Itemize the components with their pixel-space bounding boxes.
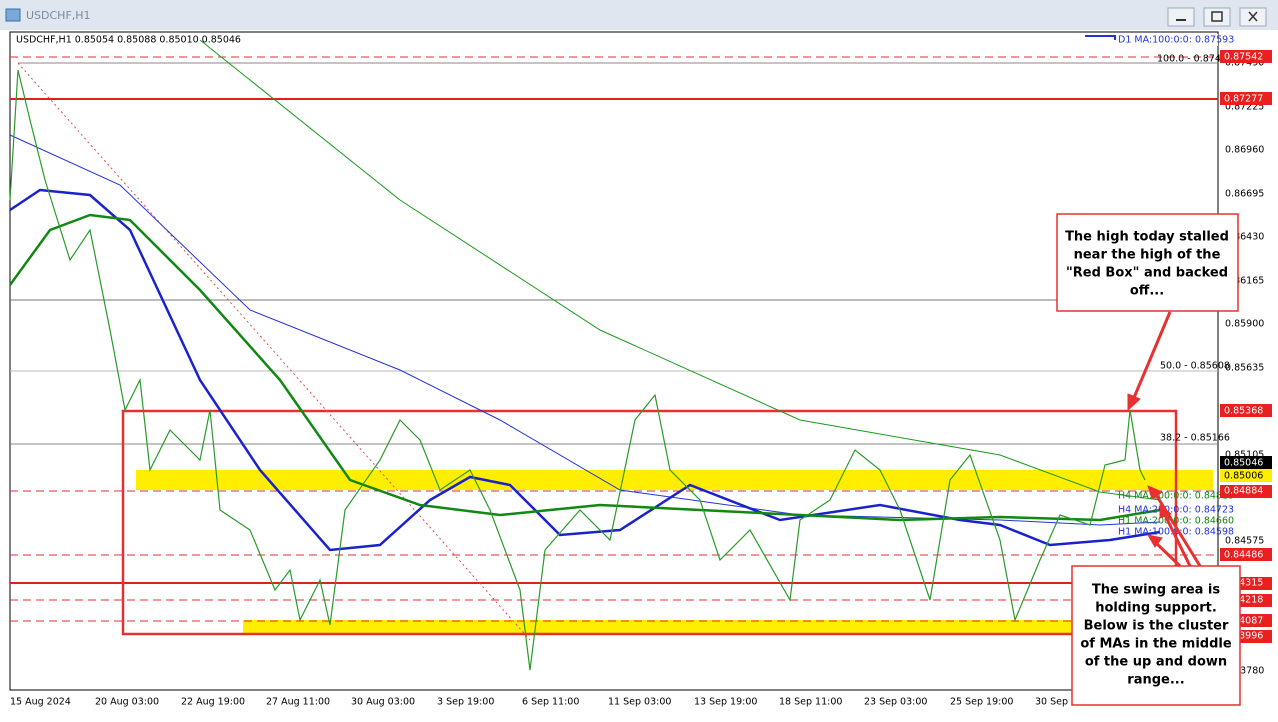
level-label: 0.85368 [1224,406,1263,417]
level-label: 0.84218 [1224,595,1263,606]
ma-line [9,188,1161,552]
level-labels: 0.87542 0.87277 0.85368 0.85046 0.85006 … [1220,50,1272,643]
levels [10,56,1218,622]
time-tick: 23 Sep 03:00 [864,697,927,708]
time-tick: 11 Sep 03:00 [608,697,671,708]
price-tick: 0.87225 [1225,102,1264,113]
chart-area [9,31,1219,691]
time-tick: 20 Aug 03:00 [95,697,159,708]
fib-label: 100.0 - 0.87480 [1157,54,1233,65]
level-label: 0.83996 [1224,631,1263,642]
annotation-line: of MAs in the middle [1080,637,1231,652]
time-tick: 13 Sep 19:00 [694,697,757,708]
title-bar [0,0,1278,30]
annotation-line: off... [1130,284,1164,299]
support-zone [243,620,1213,634]
time-tick: 3 Sep 19:00 [437,697,494,708]
ma-line [199,39,1161,501]
level-label: 0.87542 [1224,52,1263,63]
fib-label: 38.2 - 0.85166 [1160,433,1230,444]
time-tick: 6 Sep 11:00 [522,697,579,708]
ma-label: D1 MA:100:0:0: 0.87593 [1118,35,1234,46]
price-tick: 0.85105 [1225,450,1264,461]
ma-line [9,134,1161,526]
ma-line [8,213,1161,522]
window-icon [5,8,21,22]
support-zone [136,470,1213,490]
annotation-box [1056,213,1239,312]
fib-line [17,62,531,641]
chart-header: USDCHF,H1 0.85054 0.85088 0.85010 0.8504… [16,35,241,46]
minimize-button[interactable] [1167,7,1195,27]
ma-label: H4 MA:100:0:0: 0.84813 [1118,491,1234,502]
annotation-line: of the up and down [1085,655,1227,670]
bid-price: 0.85006 [1224,471,1263,482]
annotation-line: "Red Box" and backed [1066,266,1228,281]
time-tick: 30 Sep 11:00 [1035,697,1098,708]
level-label: 0.84884 [1224,486,1263,497]
annotation-line: range... [1127,673,1184,688]
level-label: 0.84315 [1224,578,1263,589]
level-label: 0.84087 [1224,616,1263,627]
time-tick: 25 Sep 19:00 [950,697,1013,708]
level-label: 0.84486 [1224,550,1263,561]
annotation-line: holding support. [1095,601,1217,616]
fib-label: 50.0 - 0.85608 [1160,361,1230,372]
price-tick: 0.86695 [1225,189,1264,200]
annotation-line: Below is the cluster [1084,619,1229,634]
arrows [1127,311,1202,568]
price-tick: 0.86960 [1225,145,1264,156]
ma-label: H4 MA:200:0:0: 0.84723 [1118,505,1234,516]
ma-label: H1 MA:100:0:0: 0.84598 [1118,527,1234,538]
time-tick: 18 Sep 11:00 [779,697,842,708]
window-title: USDCHF,H1 [26,9,91,22]
time-tick: 22 Aug 19:00 [181,697,245,708]
price-tick: 0.86430 [1225,232,1264,243]
annotation-line: The swing area is [1092,583,1221,598]
price-tick: 0.83780 [1225,666,1264,677]
annotation-box [1071,565,1241,706]
price-tick: 0.85635 [1225,363,1264,374]
price-tick: 0.85900 [1225,319,1264,330]
price-tick: 0.86165 [1225,276,1264,287]
level-label: 0.87277 [1224,94,1263,105]
time-tick: 30 Aug 03:00 [351,697,415,708]
price-path [9,69,1146,671]
time-tick: 27 Aug 11:00 [266,697,330,708]
range-box [121,409,1178,636]
time-axis: 15 Aug 2024 20 Aug 03:00 22 Aug 19:00 27… [10,697,1098,708]
time-tick: 15 Aug 2024 [10,697,71,708]
annotation-line: near the high of the [1074,248,1221,263]
current-price: 0.85046 [1224,458,1263,469]
ma-label: H1 MA:200:0:0: 0.84660 [1118,516,1234,527]
annotation-line: The high today stalled [1065,230,1229,245]
maximize-button[interactable] [1203,7,1231,27]
price-tick: 0.84575 [1225,536,1264,547]
